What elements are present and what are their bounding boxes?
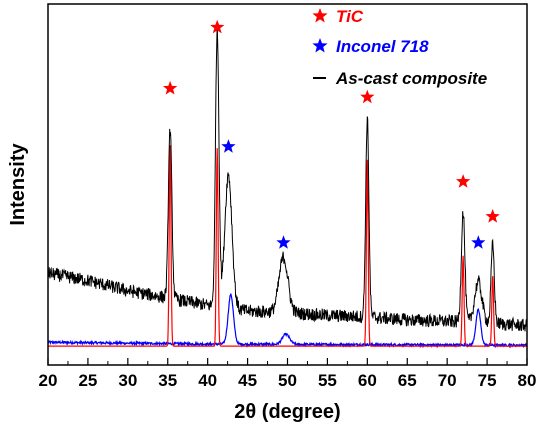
x-tick-label: 70 bbox=[438, 371, 457, 390]
x-tick-label: 80 bbox=[518, 371, 537, 390]
x-tick-label: 65 bbox=[398, 371, 417, 390]
x-tick-label: 45 bbox=[238, 371, 257, 390]
legend: TiC Inconel 718 As-cast composite bbox=[312, 7, 487, 88]
peak-star-marker bbox=[163, 80, 178, 95]
series-line-tic bbox=[48, 145, 527, 347]
plot-series-group bbox=[47, 22, 528, 349]
x-tick-label: 40 bbox=[198, 371, 217, 390]
x-tick-label: 20 bbox=[39, 371, 58, 390]
legend-star-icon bbox=[312, 38, 328, 53]
x-tick-label: 35 bbox=[158, 371, 177, 390]
legend-label: TiC bbox=[336, 7, 364, 26]
legend-label: As-cast composite bbox=[335, 69, 487, 88]
peak-star-marker bbox=[471, 235, 486, 249]
x-tick-label: 75 bbox=[478, 371, 497, 390]
peak-star-marker bbox=[276, 235, 291, 249]
x-tick-label: 60 bbox=[358, 371, 377, 390]
x-axis-title: 2θ (degree) bbox=[234, 401, 340, 423]
x-tick-label: 50 bbox=[278, 371, 297, 390]
plot-frame bbox=[47, 3, 528, 366]
peak-star-marker bbox=[221, 139, 236, 153]
peak-star-marker bbox=[210, 19, 225, 34]
legend-label: Inconel 718 bbox=[336, 37, 429, 56]
peak-star-marker bbox=[456, 174, 471, 188]
x-axis-ticks: 20 25 30 35 40 45 50 55 60 65 70 75 80 bbox=[39, 358, 537, 390]
peak-markers-group bbox=[163, 19, 500, 249]
series-line-as-cast-composite bbox=[47, 22, 528, 332]
peak-star-marker bbox=[360, 89, 375, 104]
legend-star-icon bbox=[312, 8, 328, 23]
x-tick-label: 25 bbox=[78, 371, 97, 390]
x-tick-label: 55 bbox=[318, 371, 337, 390]
y-axis-title: Intensity bbox=[7, 143, 29, 226]
series-line-inconel-718 bbox=[47, 293, 528, 349]
peak-star-marker bbox=[485, 209, 500, 223]
x-tick-label: 30 bbox=[118, 371, 137, 390]
